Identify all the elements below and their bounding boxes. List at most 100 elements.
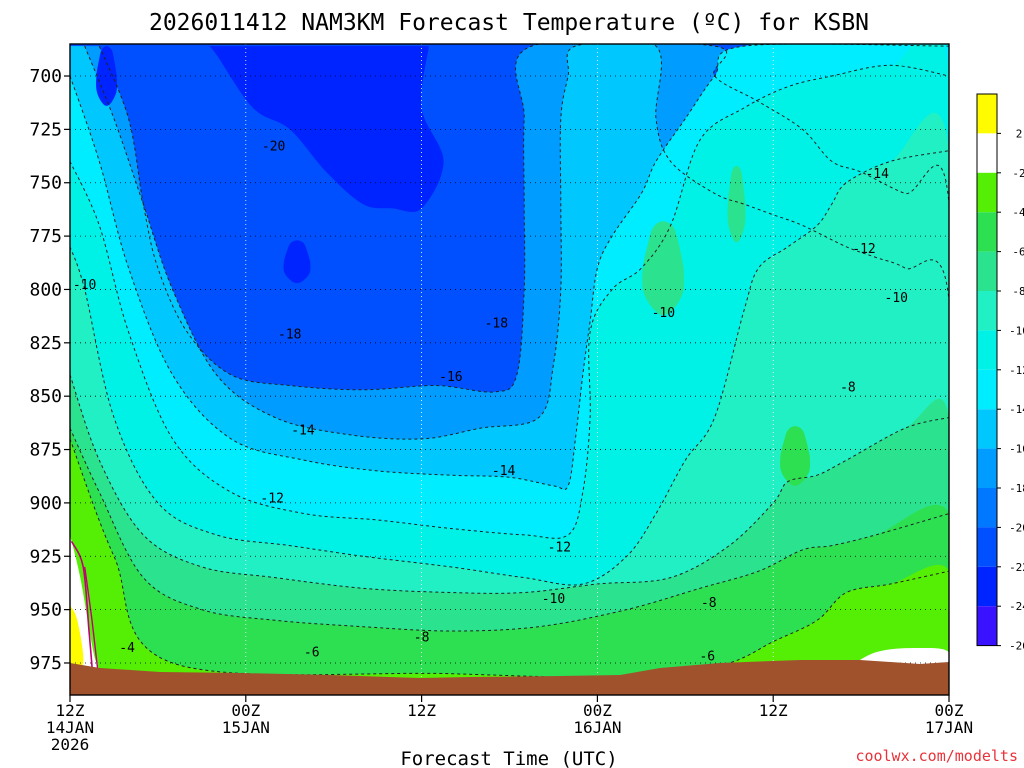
- y-tick-label: 700: [29, 66, 62, 87]
- y-tick-label: 750: [29, 173, 62, 194]
- x-tick-label: 00Z: [231, 701, 260, 720]
- contour--12-to-10: [70, 64, 949, 539]
- contour--18-to-16: [70, 44, 949, 695]
- fill-above-zero-j: [70, 605, 84, 674]
- contour-lines: [70, 44, 949, 695]
- colorbar-label: -10: [1009, 324, 1024, 337]
- contour--10-to-8: [70, 150, 949, 586]
- contour--8-to-6: [70, 374, 949, 594]
- colorbar-label: -26: [1009, 640, 1024, 653]
- x-tick-label: 00Z: [583, 701, 612, 720]
- fill-region--6-to-4: [70, 428, 949, 695]
- y-tick-label: 975: [29, 653, 62, 674]
- colorbar-label: -8: [1012, 285, 1024, 298]
- contour-label: -12: [260, 492, 283, 507]
- colorbar-swatch: [977, 527, 997, 567]
- x-tick-label: 12Z: [56, 701, 85, 720]
- colorbar-swatch: [977, 251, 997, 291]
- contour--14-to-12: [70, 44, 949, 491]
- y-tick-label: 925: [29, 546, 62, 567]
- fill-cold-blob-c: [283, 240, 311, 284]
- contour-label: -8: [701, 596, 717, 611]
- colorbar-label: -2: [1012, 167, 1024, 180]
- fill-cold-blob-d: [96, 46, 118, 106]
- contour-label: -6: [699, 650, 715, 665]
- fill-mild-pocket-f: [727, 165, 746, 243]
- colorbar-label: -14: [1009, 403, 1024, 416]
- colorbar-swatch: [977, 212, 997, 252]
- x-tick-label: 2026: [51, 735, 90, 754]
- contour-label: -14: [291, 423, 315, 438]
- colorbar-swatch: [977, 172, 997, 213]
- contour-label: -8: [840, 381, 856, 396]
- credit-text: coolwx.com/modelts: [855, 747, 1018, 765]
- contour-label: -10: [885, 291, 908, 306]
- colorbar-label: -20: [1009, 521, 1024, 534]
- colorbar-label: 2: [1016, 127, 1023, 140]
- x-tick-label: 00Z: [935, 701, 964, 720]
- contour-label: -16: [439, 370, 462, 385]
- colorbar-swatch: [977, 409, 997, 449]
- colorbar-label: -12: [1009, 364, 1024, 377]
- contour--6-to-4: [70, 427, 949, 632]
- x-tick-label: 16JAN: [573, 718, 621, 737]
- colorbar-label: -6: [1012, 246, 1024, 259]
- y-tick-label: 875: [29, 440, 62, 461]
- contour-label: -8: [414, 630, 430, 645]
- detail-fills: [70, 46, 949, 695]
- contour-label: -18: [485, 317, 508, 332]
- colorbar-swatch: [977, 606, 997, 646]
- y-tick-label: 725: [29, 119, 62, 140]
- plot-area: -20 -18 -18 -16 -14 -14 -12 -12 -10 -10 -10 -10 -12 -…: [70, 44, 949, 695]
- y-tick-label: 800: [29, 279, 62, 300]
- contour-labels: -20 -18 -18 -16 -14 -14 -12 -12 -10 -10 -10 -10 -12 -…: [73, 139, 908, 664]
- contour-label: -14: [865, 167, 889, 182]
- x-tick-label: 17JAN: [925, 718, 973, 737]
- contour-label: -18: [278, 327, 301, 342]
- colorbar-swatch: [977, 566, 997, 607]
- colorbar-swatch: [977, 330, 997, 370]
- contour-label: -4: [119, 641, 135, 656]
- colorbar-label: -4: [1012, 206, 1024, 219]
- colorbar: 2 -2 -4 -6 -8 -10 -12 -14 -16 -18 -20 -22 -24 -26: [976, 93, 1024, 653]
- contour-label: -20: [262, 139, 285, 154]
- y-tick-label: 850: [29, 386, 62, 407]
- x-tick-label: 15JAN: [222, 718, 270, 737]
- fill-mild-pocket-e: [642, 221, 685, 316]
- colorbar-label: -18: [1009, 482, 1024, 495]
- contour-label: -14: [492, 464, 516, 479]
- colorbar-label: -24: [1009, 600, 1024, 613]
- colorbar-label: -22: [1009, 561, 1024, 574]
- chart-title: 2026011412 NAM3KM Forecast Temperature (…: [149, 10, 869, 36]
- y-tick-label: 900: [29, 493, 62, 514]
- y-tick-label: 825: [29, 333, 62, 354]
- x-tick-label: 12Z: [759, 701, 788, 720]
- fill-mild-pocket-g: [780, 426, 811, 486]
- ground-terrain: [70, 660, 949, 695]
- plot-frame: [69, 43, 950, 696]
- contour--16-to-14: [70, 44, 949, 695]
- x-tick-label: 14JAN: [46, 718, 94, 737]
- contour-label: -12: [852, 242, 875, 257]
- colorbar-swatch: [977, 94, 997, 134]
- y-tick-label: 775: [29, 226, 62, 247]
- contour-label: -10: [73, 278, 96, 293]
- contour-label: -10: [652, 306, 675, 321]
- y-tick-label: 950: [29, 600, 62, 621]
- y-axis: 700 725 750 775 800 825 850 875 900 925 950 975: [29, 66, 70, 674]
- zero-isotherm: [70, 540, 95, 685]
- x-axis-label: Forecast Time (UTC): [400, 748, 617, 768]
- gridlines: [70, 44, 949, 695]
- colorbar-swatch: [977, 133, 997, 173]
- x-tick-label: 12Z: [407, 701, 436, 720]
- colorbar-swatch: [977, 291, 997, 331]
- colorbar-swatch: [977, 369, 997, 410]
- contour-label: -12: [548, 541, 571, 556]
- contour-label: -6: [304, 645, 320, 660]
- colorbar-label: -16: [1009, 443, 1024, 456]
- contour-label: -10: [542, 592, 565, 607]
- colorbar-swatch: [977, 448, 997, 488]
- colorbar-swatch: [977, 488, 997, 528]
